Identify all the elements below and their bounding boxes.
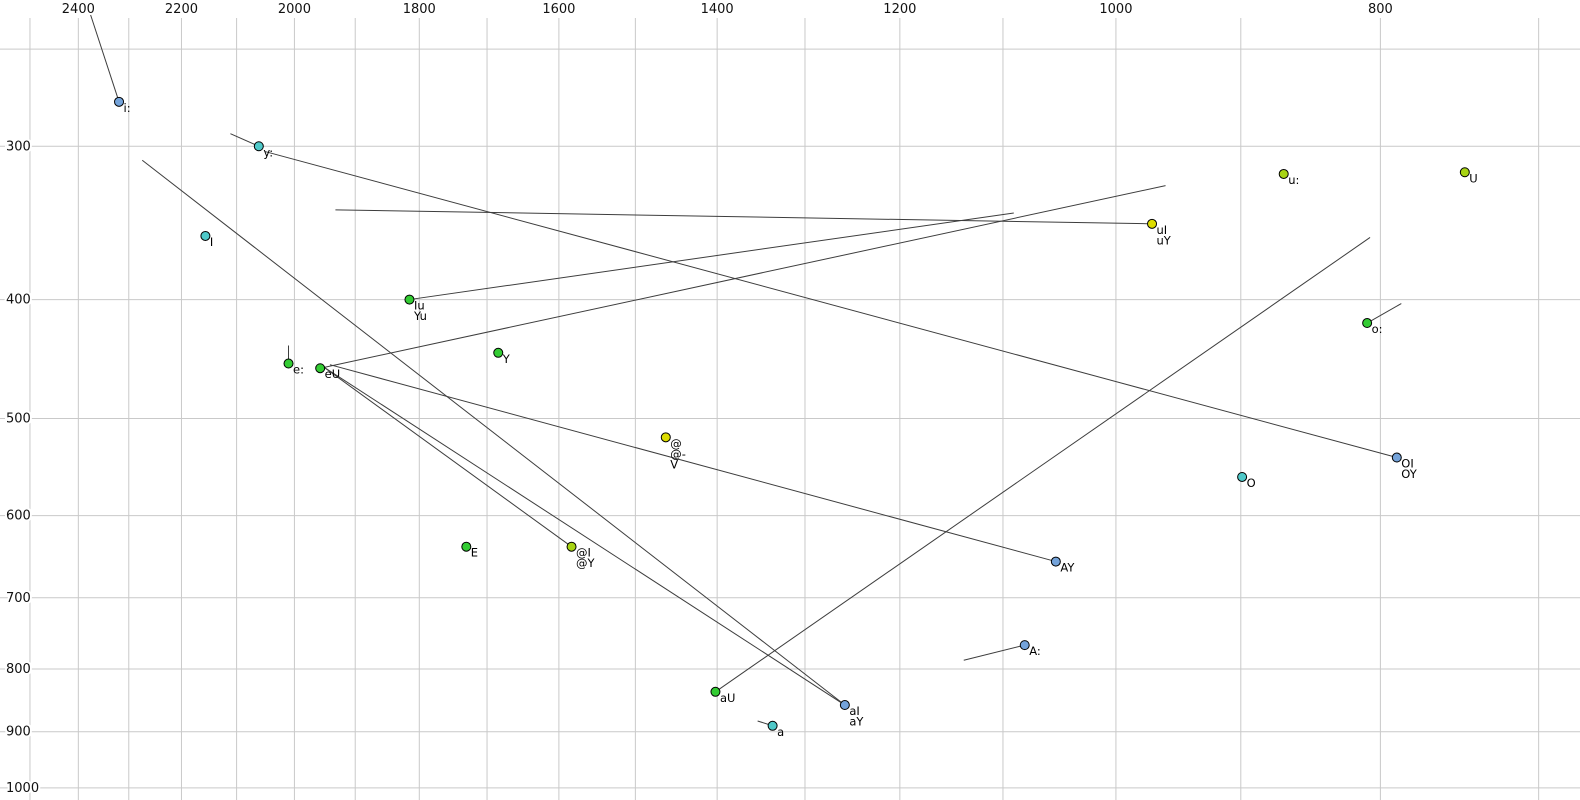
vowel-point-e:[interactable]	[283, 358, 294, 369]
axis-ticks: 2400 2200 2000 1800 1600 1400 1200 1000 800 300 40…	[4, 0, 1395, 798]
point-label: eU	[325, 367, 341, 381]
point-label: U	[1469, 171, 1477, 185]
point-label: a	[777, 725, 784, 739]
vowel-point-aU[interactable]	[710, 686, 721, 697]
point-label: aI	[849, 704, 859, 718]
vowel-point-o:[interactable]	[1362, 318, 1373, 329]
vowel-point-@I[interactable]	[566, 541, 577, 552]
vowel-point-a[interactable]	[767, 720, 778, 731]
point-label: Iu	[414, 299, 425, 313]
point-label: @I	[576, 546, 591, 560]
point-label: e:	[293, 363, 304, 377]
x-tick-label: 2200	[165, 2, 198, 17]
vowel-point-E[interactable]	[461, 541, 472, 552]
vowel-point-u:[interactable]	[1278, 168, 1289, 179]
trajectory-line	[230, 133, 260, 147]
grid	[0, 18, 1580, 800]
point-label: E	[471, 546, 478, 560]
point-label: @Y	[576, 556, 596, 570]
point-label: O	[1247, 476, 1256, 490]
point-label: aU	[720, 691, 735, 705]
vowel-point-eU[interactable]	[315, 363, 326, 374]
y-tick-label: 800	[6, 662, 31, 677]
point-label: AY	[1060, 561, 1075, 575]
trajectory-line	[320, 185, 1166, 369]
vowel-point-y:[interactable]	[253, 141, 264, 152]
point-label: I	[210, 235, 213, 249]
x-tick-label: 1400	[701, 2, 734, 17]
y-tick-label: 900	[6, 725, 31, 740]
trajectory-line	[321, 365, 846, 706]
trajectory-line	[321, 365, 572, 548]
point-label: V	[670, 457, 678, 471]
vowel-point-@[interactable]	[660, 432, 671, 443]
trajectory-line	[1366, 303, 1402, 324]
trajectory-line	[141, 159, 846, 706]
trajectory-line	[265, 151, 1397, 459]
vowel-point-i:[interactable]	[114, 96, 125, 107]
x-tick-label: 1600	[542, 2, 575, 17]
x-tick-label: 1200	[883, 2, 916, 17]
y-tick-label: 300	[6, 139, 31, 154]
trajectory-line	[329, 364, 1056, 563]
point-label: i:	[124, 101, 131, 115]
point-label: y:	[263, 145, 273, 159]
vowel-point-OI[interactable]	[1391, 452, 1402, 463]
point-label: A:	[1029, 644, 1041, 658]
point-label: @-	[670, 447, 686, 461]
point-label: Yu	[413, 309, 427, 323]
trajectory-line	[335, 209, 1153, 225]
x-tick-label: 2000	[278, 2, 311, 17]
x-tick-label: 2400	[62, 2, 95, 17]
trajectory-line	[88, 9, 120, 102]
point-label: uI	[1157, 223, 1168, 237]
x-tick-label: 1800	[403, 2, 436, 17]
vowel-point-AY[interactable]	[1050, 556, 1061, 567]
vowel-point-O[interactable]	[1237, 471, 1248, 482]
vowel-point-Iu[interactable]	[404, 294, 415, 305]
trajectory-line	[409, 212, 1014, 301]
point-label: aY	[849, 715, 864, 729]
vowel-point-A:[interactable]	[1019, 640, 1030, 651]
vowel-point-I[interactable]	[200, 230, 211, 241]
point-label: @	[670, 436, 682, 450]
y-tick-label: 400	[6, 293, 31, 308]
point-label: uY	[1157, 233, 1172, 247]
vowel-point-U[interactable]	[1459, 167, 1470, 178]
y-tick-label: 700	[6, 591, 31, 606]
vowel-point-Y[interactable]	[493, 347, 504, 358]
vowel-point-aI[interactable]	[839, 700, 850, 711]
y-tick-label: 600	[6, 509, 31, 524]
x-tick-label: 1000	[1099, 2, 1132, 17]
vowel-point-uI[interactable]	[1147, 218, 1158, 229]
trajectory-line	[715, 237, 1371, 693]
y-tick-label: 1000	[6, 781, 39, 796]
point-label: OI	[1401, 457, 1413, 471]
point-label: OY	[1401, 467, 1417, 481]
trajectory-lines	[88, 9, 1402, 727]
point-label: Y	[502, 352, 511, 366]
point-label: u:	[1288, 173, 1299, 187]
y-tick-label: 500	[6, 411, 31, 426]
point-label: o:	[1372, 322, 1383, 336]
trajectory-line	[963, 644, 1025, 661]
x-tick-label: 800	[1368, 2, 1393, 17]
